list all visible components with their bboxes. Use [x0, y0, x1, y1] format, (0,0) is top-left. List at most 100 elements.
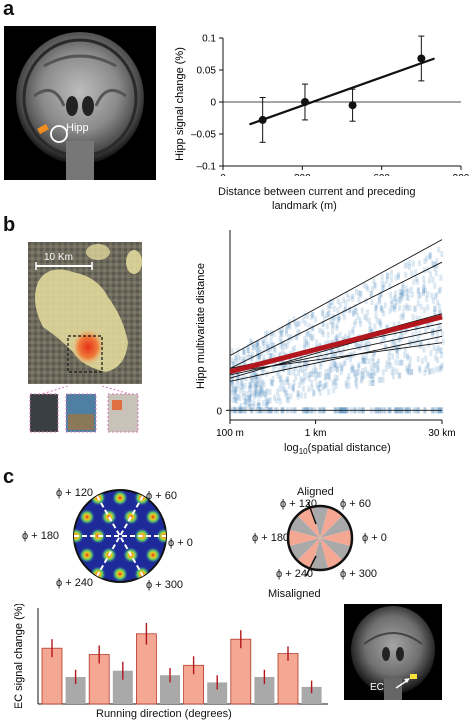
chart-b-noise-dot	[436, 345, 440, 352]
chart-b-noise-dot	[331, 322, 335, 329]
chart-b-noise-dot	[326, 339, 330, 346]
chart-b-noise-dot	[271, 366, 275, 373]
chart-b-noise-dot	[252, 403, 256, 410]
chart-b-noise-dot	[291, 383, 295, 390]
chart-b-noise-dot	[375, 317, 379, 324]
chart-b-noise-dot	[300, 392, 304, 399]
chart-b-noise-dot	[271, 342, 275, 349]
chart-b-noise-dot	[437, 310, 441, 317]
chart-a-point	[258, 115, 267, 124]
chart-b-noise-dot	[366, 309, 370, 316]
chart-b-noise-dot	[440, 251, 444, 258]
chart-b-noise-dot	[286, 393, 290, 400]
chart-b-noise-dot	[409, 286, 413, 293]
wheel-aligned-sector	[297, 538, 320, 569]
chart-b-noise-dot	[360, 358, 364, 365]
chart-b-noise-dot	[438, 325, 442, 332]
chart-b-noise-dot	[335, 322, 339, 329]
chart-b-noise-dot	[414, 276, 418, 283]
chart-b-noise-dot	[292, 345, 296, 352]
chart-b-noise-dot	[287, 337, 291, 344]
chart-b-noise-dot	[280, 325, 284, 332]
chart-b-noise-dot	[426, 321, 430, 328]
chart-b-noise-dot	[431, 297, 435, 304]
chart-b-noise-dot	[412, 279, 416, 286]
chart-b-noise-dot	[284, 343, 288, 350]
chart-b-noise-dot	[295, 333, 299, 340]
chart-c-bar-aligned	[277, 653, 299, 705]
chart-b-noise-dot	[289, 363, 293, 370]
chart-b-noise-dot	[325, 312, 329, 319]
chart-b-noise-dot	[246, 398, 250, 405]
chart-b-noise-dot	[253, 381, 257, 388]
chart-b-noise-dot	[231, 361, 235, 368]
chart-b-noise-dot	[399, 289, 403, 296]
chart-a-xtick-label: 300	[294, 173, 311, 176]
chart-b-noise-dot	[402, 304, 406, 311]
chart-b-noise-dot	[307, 323, 311, 330]
chart-b-noise-dot	[279, 329, 283, 336]
chart-b-noise-dot	[369, 291, 373, 298]
chart-b-noise-dot	[438, 286, 442, 293]
wheel-angle-60: ϕ + 60	[340, 498, 371, 510]
chart-b-noise-dot	[262, 400, 266, 407]
chart-b-noise-dot	[317, 371, 321, 378]
chart-b-noise-dot	[288, 358, 292, 365]
chart-b-ytick-label: 0	[216, 406, 222, 417]
chart-b-noise-dot	[298, 382, 302, 389]
chart-b-noise-dot	[240, 380, 244, 387]
chart-b-noise-dot	[299, 376, 303, 383]
chart-b-noise-dot	[372, 278, 376, 285]
chart-b-noise-dot	[343, 333, 347, 340]
chart-b-noise-dot	[359, 321, 363, 328]
chart-b-noise-dot	[256, 339, 260, 346]
chart-b-noise-dot	[423, 257, 427, 264]
chart-b-noise-dot	[311, 324, 315, 331]
chart-b-noise-dot	[245, 391, 249, 398]
chart-b-noise-dot	[255, 353, 259, 360]
chart-b-noise-dot	[284, 330, 288, 337]
chart-b-noise-dot	[291, 385, 295, 392]
chart-b-noise-dot	[253, 380, 257, 387]
chart-b-noise-dot	[242, 359, 246, 366]
chart-b-xtick-label: 30 km	[428, 428, 455, 439]
chart-b-noise-dot	[293, 319, 297, 326]
chart-b-noise-dot	[436, 299, 440, 306]
chart-b-noise-dot	[400, 333, 404, 340]
chart-b-noise-dot	[247, 400, 251, 407]
chart-b-noise-dot	[359, 290, 363, 297]
chart-b-noise-dot	[422, 267, 426, 274]
wheel-aligned-sector	[288, 529, 320, 547]
chart-b-noise-dot	[420, 339, 424, 346]
chart-a-fit-line	[249, 57, 435, 126]
chart-b-noise-dot	[385, 324, 389, 331]
chart-b-noise-dot	[308, 331, 312, 338]
chart-b-noise-dot	[383, 343, 387, 350]
chart-b-noise-dot	[350, 366, 354, 373]
chart-b-noise-dot	[288, 319, 292, 326]
chart-b-noise-dot	[250, 390, 254, 397]
chart-b-noise-dot	[369, 372, 373, 379]
chart-b-noise-dot	[425, 295, 429, 302]
bar-chart-c: EC signal change (%)	[13, 604, 328, 708]
chart-a-xtick-label: 900	[453, 173, 470, 176]
chart-b-noise-dot	[255, 341, 259, 348]
chart-b-noise-dot	[422, 346, 426, 353]
chart-b-noise-dot	[310, 380, 314, 387]
chart-b-noise-dot	[242, 348, 246, 355]
chart-b-noise-dot	[250, 339, 254, 346]
chart-b-noise-dot	[303, 344, 307, 351]
chart-b-noise-dot	[237, 373, 241, 380]
chart-b-noise-dot	[314, 367, 318, 374]
chart-b-noise-dot	[379, 304, 383, 311]
chart-b-noise-dot	[266, 349, 270, 356]
chart-b-noise-dot	[323, 383, 327, 390]
chart-b-noise-dot	[361, 357, 365, 364]
chart-b-noise-dot	[398, 344, 402, 351]
chart-b-noise-dot	[395, 347, 399, 354]
chart-b-noise-dot	[398, 304, 402, 311]
chart-b-noise-dot	[396, 344, 400, 351]
chart-b-noise-dot	[262, 347, 266, 354]
chart-b-noise-dot	[257, 389, 261, 396]
chart-b-noise-dot	[285, 379, 289, 386]
